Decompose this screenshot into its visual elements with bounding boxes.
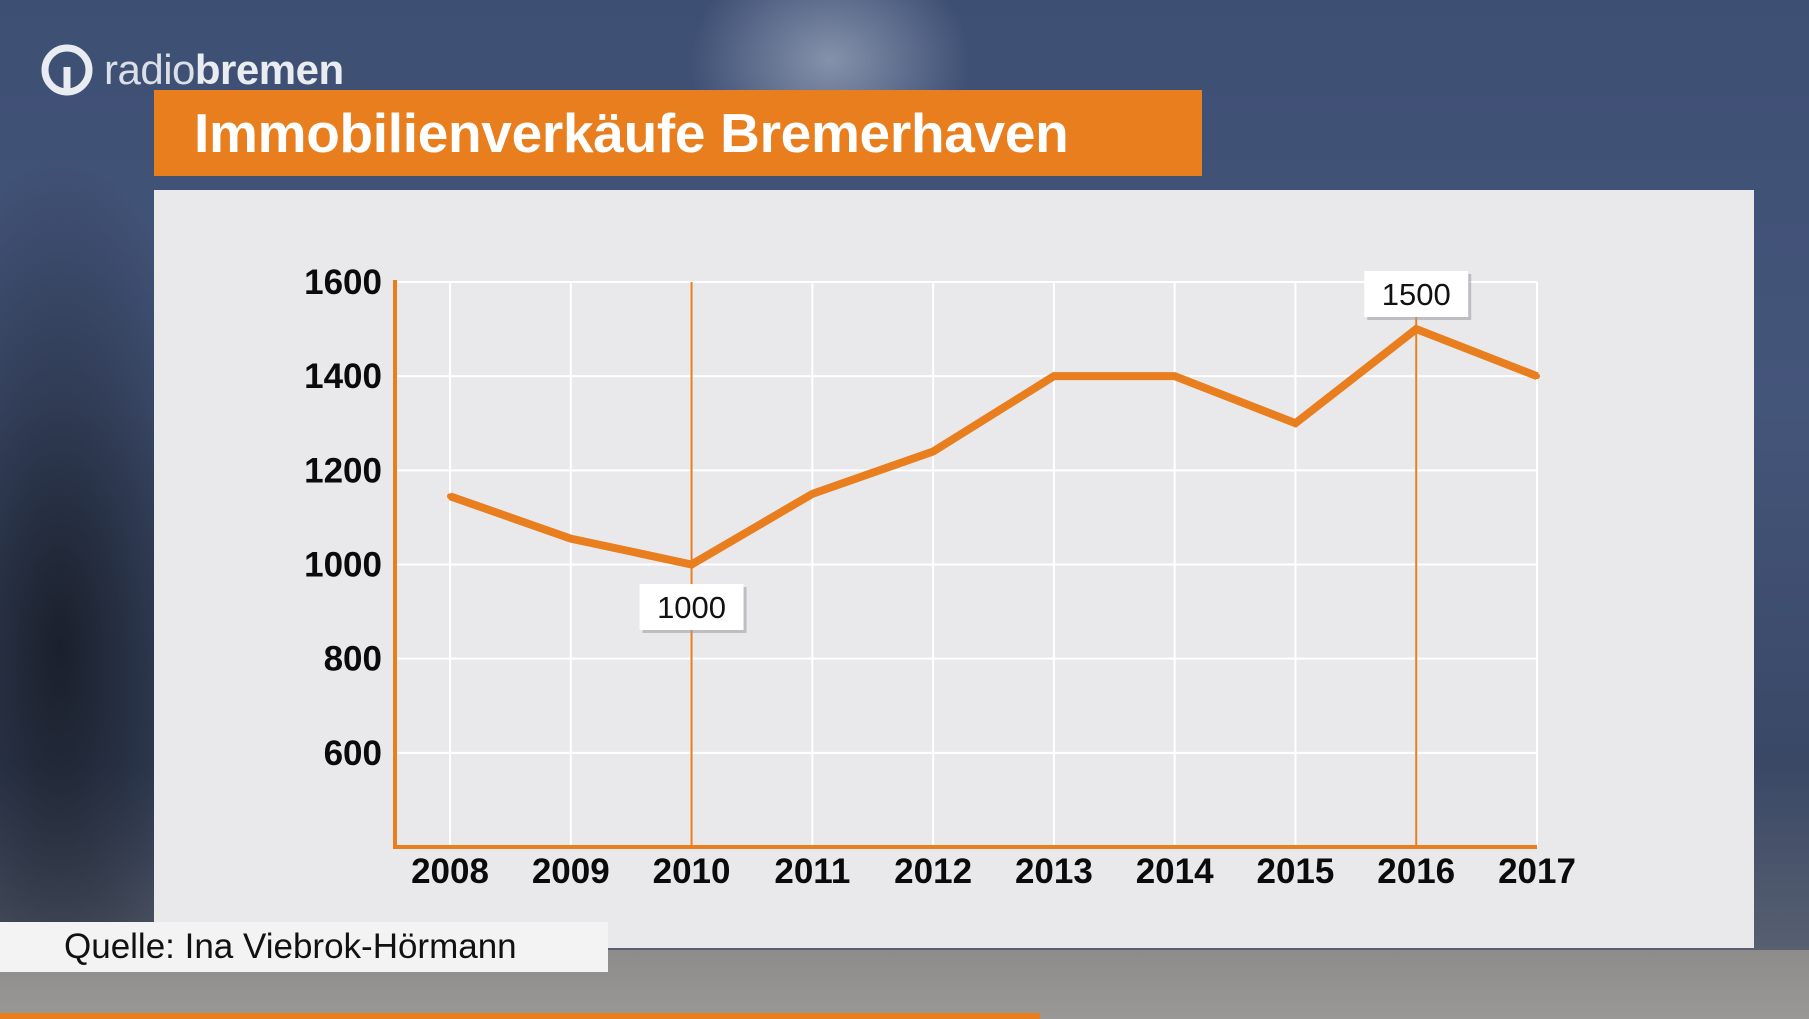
x-tick-label: 2009 <box>532 852 610 891</box>
annotation-box <box>639 584 744 630</box>
x-tick-label: 2012 <box>894 852 972 891</box>
data-point <box>447 493 453 500</box>
y-tick-label: 600 <box>324 734 382 773</box>
y-tick-label: 1200 <box>304 451 382 490</box>
data-point <box>1534 373 1540 380</box>
x-tick-label: 2008 <box>411 852 489 891</box>
bottom-accent-line <box>0 1013 1040 1019</box>
y-tick-label: 1600 <box>304 263 382 302</box>
source-caption: Quelle: Ina Viebrok-Hörmann <box>0 922 608 972</box>
x-tick-label: 2014 <box>1136 852 1214 891</box>
x-tick-label: 2013 <box>1015 852 1093 891</box>
data-point <box>1050 373 1057 380</box>
logo-text: radiobremen <box>104 42 344 98</box>
x-tick-label: 2011 <box>774 852 850 891</box>
data-point <box>567 535 574 542</box>
series-line <box>448 324 1539 569</box>
line-chart: 600 800 1000 1200 1400 1600 2008 2009 2010 2011 20… <box>304 263 1576 891</box>
data-point <box>688 561 695 568</box>
data-point <box>1292 420 1299 427</box>
chart-panel: 600 800 1000 1200 1400 1600 2008 2009 2010 2011 20… <box>154 190 1754 948</box>
data-point <box>1171 373 1178 380</box>
annotation-callout: 1500 <box>1364 271 1472 320</box>
annotation-callout: 1000 <box>639 584 747 633</box>
y-tick-label: 800 <box>324 640 382 679</box>
x-tick-label: 2010 <box>653 852 731 891</box>
annotation-label: 1000 <box>657 590 726 625</box>
annotation-label: 1500 <box>1382 277 1451 312</box>
logo-text-light: radio <box>104 46 195 93</box>
x-tick-label: 2016 <box>1377 852 1455 891</box>
logo-text-bold: bremen <box>194 46 344 93</box>
chart-title: Immobilienverkäufe Bremerhaven <box>194 102 1069 164</box>
title-bar: Immobilienverkäufe Bremerhaven <box>154 90 1202 176</box>
y-tick-label: 1000 <box>304 546 382 585</box>
data-point <box>809 490 816 497</box>
y-tick-label: 1400 <box>304 357 382 396</box>
x-tick-label: 2015 <box>1257 852 1335 891</box>
radio-bremen-logo-icon <box>41 44 93 96</box>
data-point <box>1413 326 1420 333</box>
channel-logo: radiobremen <box>40 42 344 98</box>
source-text: Quelle: Ina Viebrok-Hörmann <box>64 927 517 966</box>
x-tick-label: 2017 <box>1498 852 1576 891</box>
annotation-box <box>1364 271 1469 317</box>
data-point <box>930 448 937 455</box>
